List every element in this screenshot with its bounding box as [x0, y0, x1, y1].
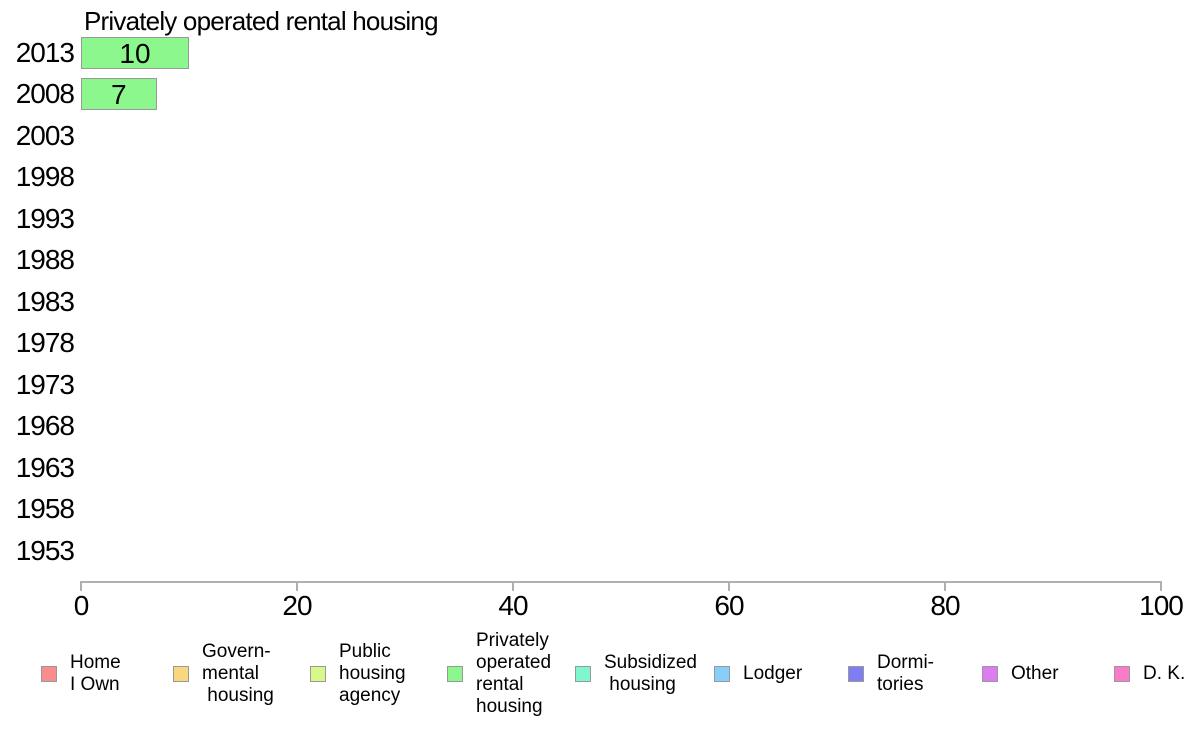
y-axis-label: 1973 [15, 368, 75, 400]
y-axis-label: 1968 [15, 410, 75, 441]
y-axis-label: 1998 [15, 161, 75, 192]
y-axis-label: 1993 [15, 202, 75, 234]
y-axis-label: 2008 [15, 78, 75, 109]
chart-title: Privately operated rental housing [84, 6, 439, 36]
legend-item-d-k[interactable]: D. K. [1114, 663, 1185, 685]
x-tick-label: 60 [714, 590, 744, 621]
legend-item-dormi[interactable]: Dormi- tories [848, 652, 934, 696]
legend-label: D. K. [1143, 663, 1186, 684]
y-axis-label: 1963 [15, 451, 75, 483]
legend-swatch [575, 666, 591, 682]
legend-swatch [41, 666, 57, 682]
legend-label: Lodger [743, 663, 803, 684]
x-axis-line [81, 581, 1161, 583]
y-axis-label: 1958 [15, 493, 75, 524]
legend-item-public[interactable]: Public housing agency [310, 641, 406, 707]
x-tick-mark [80, 581, 82, 591]
legend-item-subsidized[interactable]: Subsidized housing [575, 652, 697, 696]
legend-item-privately[interactable]: Privately operated rental housing [447, 630, 551, 718]
y-axis-label: 2013 [15, 36, 75, 68]
legend-swatch [848, 666, 864, 682]
legend-swatch [1114, 666, 1130, 682]
legend-swatch [982, 666, 998, 682]
x-tick-mark [296, 581, 298, 591]
legend-label: Dormi- tories [877, 652, 934, 695]
legend-swatch [310, 666, 326, 682]
x-tick-label: 100 [1139, 590, 1184, 621]
legend-item-home[interactable]: Home I Own [41, 652, 121, 696]
x-tick-mark [944, 581, 946, 591]
legend-item-lodger[interactable]: Lodger [714, 663, 802, 685]
legend-swatch [173, 666, 189, 682]
legend-swatch [447, 666, 463, 682]
y-axis-label: 1953 [15, 534, 75, 566]
legend-label: Home I Own [70, 652, 121, 695]
bar: 10 [81, 36, 189, 69]
legend-label: Privately operated rental housing [476, 630, 552, 717]
bar: 7 [81, 78, 157, 110]
legend-label: Subsidized housing [604, 652, 697, 695]
x-tick-label: 0 [73, 590, 90, 621]
y-axis-label: 1978 [15, 327, 75, 358]
x-tick-label: 80 [930, 590, 960, 621]
legend-label: Other [1011, 663, 1059, 684]
bar-value-label: 7 [111, 79, 127, 110]
y-axis-label: 1983 [15, 285, 75, 317]
y-axis-label: 2003 [15, 119, 75, 151]
x-tick-label: 40 [498, 590, 528, 621]
x-tick-mark [728, 581, 730, 591]
bar-value-label: 10 [119, 37, 151, 69]
legend-item-other[interactable]: Other [982, 663, 1059, 685]
legend-label: Public housing agency [339, 641, 406, 706]
y-axis-label: 1988 [15, 244, 75, 275]
legend-swatch [714, 666, 730, 682]
legend-label: Govern- mental housing [202, 641, 274, 706]
legend-item-govern[interactable]: Govern- mental housing [173, 641, 274, 707]
x-tick-mark [512, 581, 514, 591]
x-tick-label: 20 [282, 590, 312, 621]
x-tick-mark [1160, 581, 1162, 591]
